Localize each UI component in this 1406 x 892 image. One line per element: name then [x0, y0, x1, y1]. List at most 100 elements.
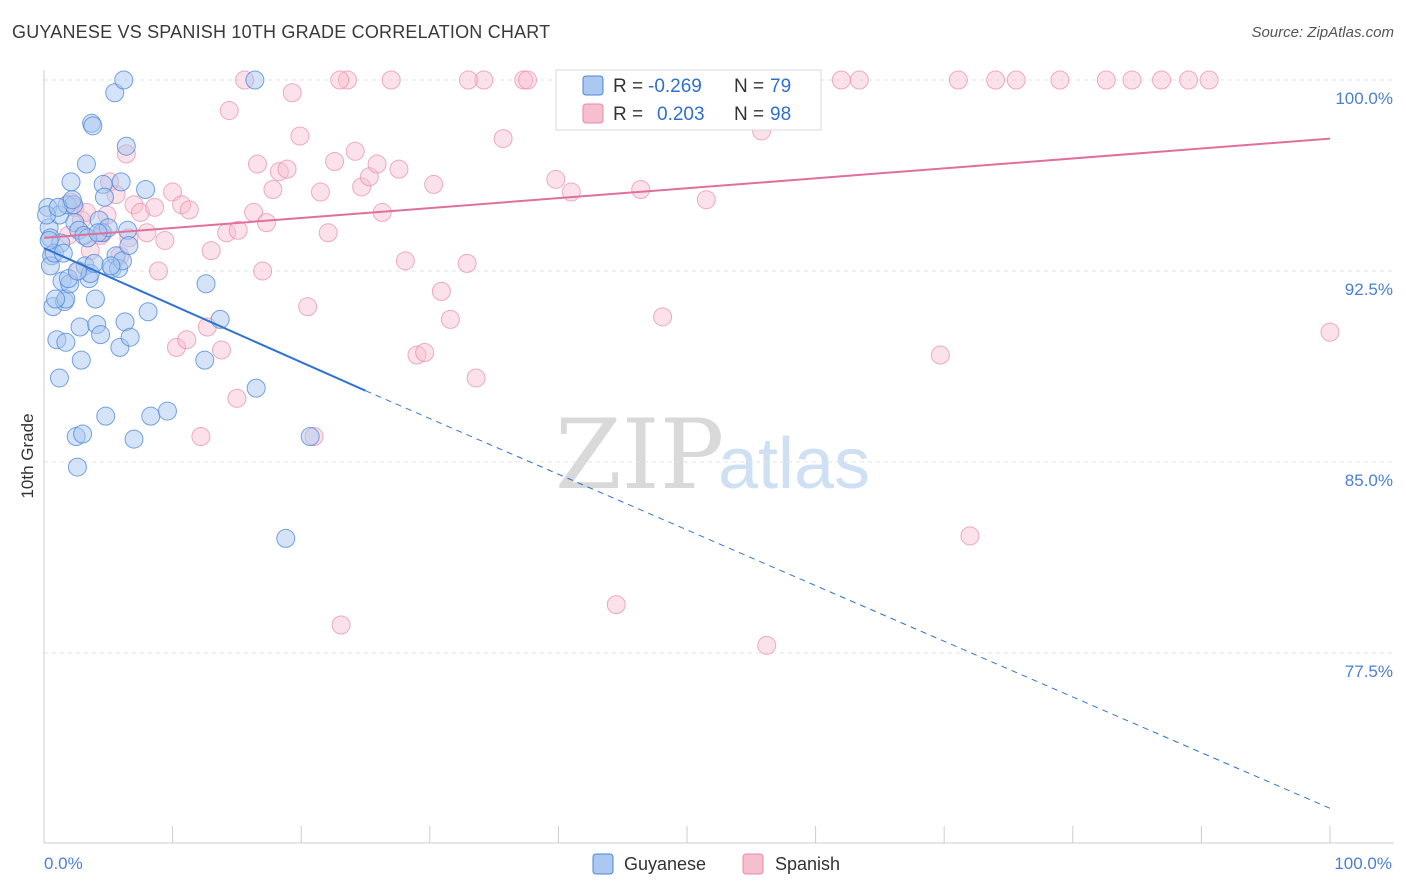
spanish-swatch	[582, 103, 604, 124]
spanish-point	[337, 70, 357, 90]
guyanese-point	[96, 406, 116, 426]
guyanese-point	[39, 230, 59, 250]
spanish-point	[831, 70, 851, 90]
guyanese-point	[141, 406, 161, 426]
legend-spanish-swatch	[742, 853, 764, 875]
y-tick-label: 92.5%	[1345, 280, 1393, 299]
spanish-point	[282, 83, 302, 103]
guyanese-point	[83, 116, 103, 136]
spanish-point	[330, 70, 350, 90]
spanish-point	[1006, 70, 1026, 90]
y-tick-label: 85.0%	[1345, 471, 1393, 490]
spanish-point	[930, 345, 950, 365]
y-tick-label: 100.0%	[1335, 89, 1393, 108]
spanish-point	[145, 197, 165, 217]
chart-title: GUYANESE VS SPANISH 10TH GRADE CORRELATI…	[12, 22, 551, 42]
guyanese-point	[94, 187, 114, 207]
spanish-point	[367, 154, 387, 174]
spanish-point	[227, 388, 247, 408]
legend-guyanese-swatch	[592, 853, 614, 875]
spanish-point	[631, 180, 651, 200]
spanish-point	[440, 309, 460, 329]
spanish-n-label: N =	[734, 104, 764, 125]
guyanese-point	[70, 317, 90, 337]
guyanese-point	[61, 172, 81, 192]
spanish-point	[155, 230, 175, 250]
spanish-r-value: 0.203	[657, 104, 705, 125]
legend-spanish-label: Spanish	[775, 854, 840, 874]
x-axis-ticks	[43, 826, 1331, 843]
guyanese-swatch	[582, 75, 604, 96]
legend-guyanese-label: Guyanese	[624, 854, 706, 874]
source-label: Source: ZipAtlas.com	[1251, 24, 1394, 41]
spanish-point	[345, 141, 365, 161]
spanish-point	[606, 595, 626, 615]
watermark-atlas: atlas	[718, 424, 870, 504]
guyanese-point	[49, 368, 69, 388]
spanish-trend-line	[43, 137, 1331, 239]
guyanese-point	[67, 457, 87, 477]
spanish-point	[546, 169, 566, 189]
spanish-point	[247, 154, 267, 174]
y-tick-labels: 100.0% 92.5% 85.0% 77.5%	[1335, 89, 1393, 681]
spanish-point	[177, 330, 197, 350]
spanish-point	[191, 427, 211, 447]
spanish-point	[130, 202, 150, 222]
spanish-point	[290, 126, 310, 146]
guyanese-point	[120, 327, 140, 347]
spanish-point	[1320, 322, 1340, 342]
spanish-point	[201, 241, 221, 261]
guyanese-trend-line	[43, 247, 366, 392]
spanish-point	[1096, 70, 1116, 90]
guyanese-point	[46, 289, 66, 309]
spanish-point	[124, 195, 144, 215]
guyanese-point	[71, 350, 91, 370]
spanish-point	[653, 307, 673, 327]
spanish-point	[1152, 70, 1172, 90]
spanish-point	[986, 70, 1006, 90]
spanish-point	[431, 281, 451, 301]
spanish-point	[253, 261, 273, 281]
spanish-point	[298, 297, 318, 317]
spanish-point	[325, 151, 345, 171]
spanish-point	[948, 70, 968, 90]
spanish-point	[1122, 70, 1142, 90]
guyanese-point	[124, 429, 144, 449]
guyanese-point	[138, 302, 158, 322]
spanish-points	[58, 70, 1340, 655]
spanish-point	[277, 159, 297, 179]
spanish-point	[424, 174, 444, 194]
spanish-point	[352, 177, 372, 197]
spanish-point	[457, 253, 477, 273]
spanish-point	[407, 345, 427, 365]
watermark-zip: ZIP	[555, 399, 724, 511]
guyanese-point	[195, 350, 215, 370]
guyanese-point	[119, 236, 139, 256]
x-tick-label-min: 0.0%	[44, 854, 83, 873]
spanish-point	[148, 261, 168, 281]
guyanese-point	[246, 378, 266, 398]
bottom-legend: Guyanese Spanish	[592, 853, 840, 875]
y-axis-title: 10th Grade	[18, 413, 37, 498]
spanish-point	[696, 190, 716, 210]
spanish-point	[518, 70, 538, 90]
spanish-point	[389, 159, 409, 179]
spanish-point	[395, 251, 415, 271]
spanish-r-label: R =	[613, 104, 643, 125]
y-tick-label: 77.5%	[1345, 662, 1393, 681]
spanish-point	[219, 101, 239, 121]
spanish-point	[415, 342, 435, 362]
guyanese-point	[111, 172, 131, 192]
guyanese-point	[276, 528, 296, 548]
guyanese-r-value: -0.269	[648, 76, 702, 97]
spanish-point	[1050, 70, 1070, 90]
gridlines	[44, 79, 1394, 654]
spanish-point	[318, 223, 338, 243]
spanish-point	[166, 337, 186, 357]
spanish-point	[179, 200, 199, 220]
spanish-point	[256, 213, 276, 233]
guyanese-point	[76, 154, 96, 174]
spanish-point	[269, 162, 289, 182]
spanish-point	[228, 220, 248, 240]
